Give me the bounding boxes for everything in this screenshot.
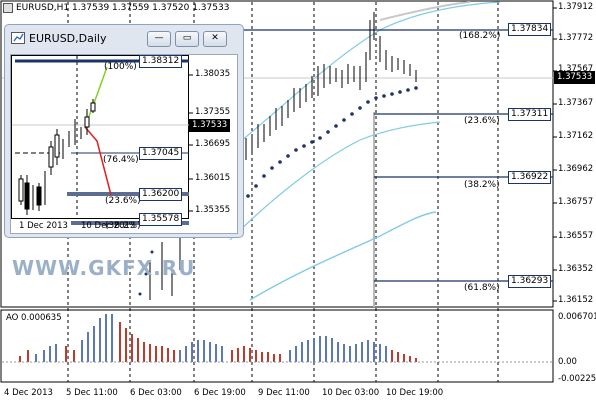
daily-fib-tag[interactable]: 1.38312 xyxy=(139,55,183,68)
price-label: 1.36152 xyxy=(558,295,594,305)
ao-axis-label: 0.00 xyxy=(558,357,577,367)
daily-price-label: 1.38035 xyxy=(195,69,231,79)
price-label: 1.36352 xyxy=(558,264,594,274)
time-label: 10 Dec 03:00 xyxy=(322,388,380,398)
price-label: 1.37367 xyxy=(558,98,594,108)
daily-fib-label: (76.4%) xyxy=(103,155,139,165)
time-label: 9 Dec 11:00 xyxy=(258,388,310,398)
price-label: 1.36557 xyxy=(558,231,594,241)
window-title: EURUSD,Daily xyxy=(29,31,107,45)
time-label: 4 Dec 2013 xyxy=(4,388,53,398)
lower-band xyxy=(249,211,437,301)
daily-price-label: 1.36015 xyxy=(195,173,231,183)
daily-fib-tag[interactable]: 1.35578 xyxy=(139,213,183,226)
main-chart-title: EURUSD,H1 1.37539 1.37559 1.37520 1.3753… xyxy=(16,3,230,13)
daily-fib-label: (100%) xyxy=(104,62,137,72)
current-price-tag: 1.37533 xyxy=(554,71,596,84)
fib-level-label: (168.2%) xyxy=(459,31,501,41)
price-label: 1.37567 xyxy=(558,64,594,74)
daily-time-label: 10 Dec 2013 xyxy=(81,221,136,231)
window-titlebar[interactable]: EURUSD,Daily xyxy=(5,25,243,51)
time-label: 6 Dec 19:00 xyxy=(194,388,246,398)
daily-fib-tag[interactable]: 1.37045 xyxy=(139,147,183,160)
price-label: 1.37162 xyxy=(558,131,594,141)
middle-band xyxy=(229,121,441,241)
price-label: 1.37772 xyxy=(558,33,594,43)
daily-candles xyxy=(18,99,96,215)
daily-fib-tag[interactable]: 1.36200 xyxy=(139,188,183,201)
daily-current-price-tag: 1.37533 xyxy=(189,119,231,132)
time-label: 10 Dec 19:00 xyxy=(386,388,444,398)
close-button[interactable]: ✕ xyxy=(203,31,227,47)
fib-price-tag[interactable]: 1.37311 xyxy=(508,108,552,121)
price-label: 1.36962 xyxy=(558,164,594,174)
ao-axis-label: -0.002253 xyxy=(558,374,596,384)
watermark-logo: WWW.GKFX.RU xyxy=(12,256,196,280)
daily-fib-label: (23.6%) xyxy=(105,196,141,206)
time-label: 6 Dec 03:00 xyxy=(130,388,182,398)
chart-window-icon xyxy=(11,32,25,44)
ao-histogram xyxy=(19,314,417,362)
price-candles xyxy=(149,12,417,300)
daily-chart-pane: 1.38035 1.37355 1.36695 1.36015 1.35355 … xyxy=(10,54,238,234)
daily-price-label: 1.37355 xyxy=(195,107,231,117)
minimize-button[interactable]: — xyxy=(147,31,171,47)
daily-time-label: 1 Dec 2013 xyxy=(19,221,68,231)
price-label: 1.37912 xyxy=(558,2,594,12)
fib-price-tag[interactable]: 1.36293 xyxy=(508,275,552,288)
daily-fib-label: (38.2%) xyxy=(105,221,141,231)
fib-level-label: (23.6%) xyxy=(464,116,500,126)
daily-price-label: 1.35355 xyxy=(195,205,231,215)
fib-level-label: (38.2%) xyxy=(464,180,500,190)
price-label: 1.36757 xyxy=(558,197,594,207)
daily-price-label: 1.36695 xyxy=(195,139,231,149)
restore-button[interactable]: ▭ xyxy=(175,31,199,47)
fib-price-tag[interactable]: 1.36922 xyxy=(508,171,552,184)
fib-price-tag[interactable]: 1.37834 xyxy=(508,23,552,36)
chart-icon xyxy=(3,3,13,13)
ao-axis-label: 0.006701 xyxy=(558,312,596,322)
fib-level-label: (61.8%) xyxy=(464,283,500,293)
daily-chart-window[interactable]: EURUSD,Daily — ▭ ✕ xyxy=(4,24,244,238)
ao-label: AO 0.000635 xyxy=(6,313,62,323)
time-label: 5 Dec 11:00 xyxy=(66,388,118,398)
